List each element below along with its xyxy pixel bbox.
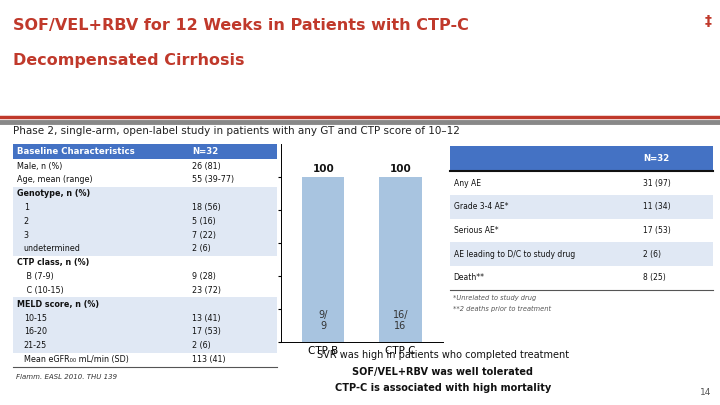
Text: Baseline Characteristics: Baseline Characteristics	[17, 147, 135, 156]
Text: CTP-C is associated with high mortality: CTP-C is associated with high mortality	[335, 383, 551, 393]
Text: 31 (97): 31 (97)	[643, 179, 670, 188]
Text: Grade 3-4 AE*: Grade 3-4 AE*	[454, 202, 508, 211]
Text: 13 (41): 13 (41)	[192, 313, 220, 323]
Text: C (10-15): C (10-15)	[24, 286, 63, 295]
Text: N=32: N=32	[192, 147, 218, 156]
Text: 100: 100	[390, 164, 411, 175]
Text: SOF/VEL+RBV for 12 Weeks in Patients with CTP-C: SOF/VEL+RBV for 12 Weeks in Patients wit…	[13, 18, 469, 33]
Text: 9/
9: 9/ 9	[318, 310, 328, 331]
Text: 7 (22): 7 (22)	[192, 231, 216, 240]
Text: Age, mean (range): Age, mean (range)	[17, 175, 92, 184]
Text: 8 (25): 8 (25)	[643, 273, 665, 282]
Text: 2 (6): 2 (6)	[643, 249, 661, 259]
Text: 2 (6): 2 (6)	[192, 341, 210, 350]
Text: SVR was high in patients who completed treatment: SVR was high in patients who completed t…	[317, 350, 569, 360]
Text: 2: 2	[24, 217, 29, 226]
Text: 16/
16: 16/ 16	[392, 310, 408, 331]
Text: Genotype, n (%): Genotype, n (%)	[17, 189, 90, 198]
Text: MELD score, n (%): MELD score, n (%)	[17, 300, 99, 309]
Text: Mean eGFR₀₀ mL/min (SD): Mean eGFR₀₀ mL/min (SD)	[24, 355, 129, 364]
Text: Flamm. EASL 2010. THU 139: Flamm. EASL 2010. THU 139	[16, 374, 117, 380]
Text: 100: 100	[312, 164, 334, 175]
Text: 10-15: 10-15	[24, 313, 47, 323]
Text: Any AE: Any AE	[454, 179, 481, 188]
Text: Decompensated Cirrhosis: Decompensated Cirrhosis	[13, 53, 245, 68]
Text: 2 (6): 2 (6)	[192, 245, 210, 254]
Bar	[379, 177, 422, 342]
Text: Serious AE*: Serious AE*	[454, 226, 498, 235]
Text: *Unrelated to study drug: *Unrelated to study drug	[453, 294, 536, 301]
Text: undetermined: undetermined	[24, 245, 81, 254]
Text: Death**: Death**	[454, 273, 485, 282]
Text: 17 (53): 17 (53)	[643, 226, 670, 235]
Text: 18 (56): 18 (56)	[192, 203, 220, 212]
Text: 113 (41): 113 (41)	[192, 355, 225, 364]
Text: CTP class, n (%): CTP class, n (%)	[17, 258, 89, 267]
Text: 16-20: 16-20	[24, 328, 47, 337]
Bar	[302, 177, 344, 342]
Text: 14: 14	[700, 388, 711, 397]
Y-axis label: SVR12 (PP), %: SVR12 (PP), %	[246, 211, 255, 275]
Text: 23 (72): 23 (72)	[192, 286, 221, 295]
Text: **2 deaths prior to treatment: **2 deaths prior to treatment	[453, 306, 551, 312]
Text: 26 (81): 26 (81)	[192, 162, 220, 171]
Text: 21-25: 21-25	[24, 341, 47, 350]
Text: 1: 1	[24, 203, 29, 212]
Text: 3: 3	[24, 231, 29, 240]
Text: 55 (39-77): 55 (39-77)	[192, 175, 234, 184]
Text: 11 (34): 11 (34)	[643, 202, 670, 211]
Text: SOF/VEL+RBV was well tolerated: SOF/VEL+RBV was well tolerated	[352, 367, 534, 377]
Text: 9 (28): 9 (28)	[192, 272, 216, 281]
Text: AE leading to D/C to study drug: AE leading to D/C to study drug	[454, 249, 575, 259]
Text: N=32: N=32	[643, 154, 669, 163]
Text: Phase 2, single-arm, open-label study in patients with any GT and CTP score of 1: Phase 2, single-arm, open-label study in…	[13, 126, 460, 136]
Text: Male, n (%): Male, n (%)	[17, 162, 62, 171]
Text: 17 (53): 17 (53)	[192, 328, 220, 337]
Text: ‡: ‡	[704, 14, 711, 28]
Text: 5 (16): 5 (16)	[192, 217, 215, 226]
Text: B (7-9): B (7-9)	[24, 272, 53, 281]
